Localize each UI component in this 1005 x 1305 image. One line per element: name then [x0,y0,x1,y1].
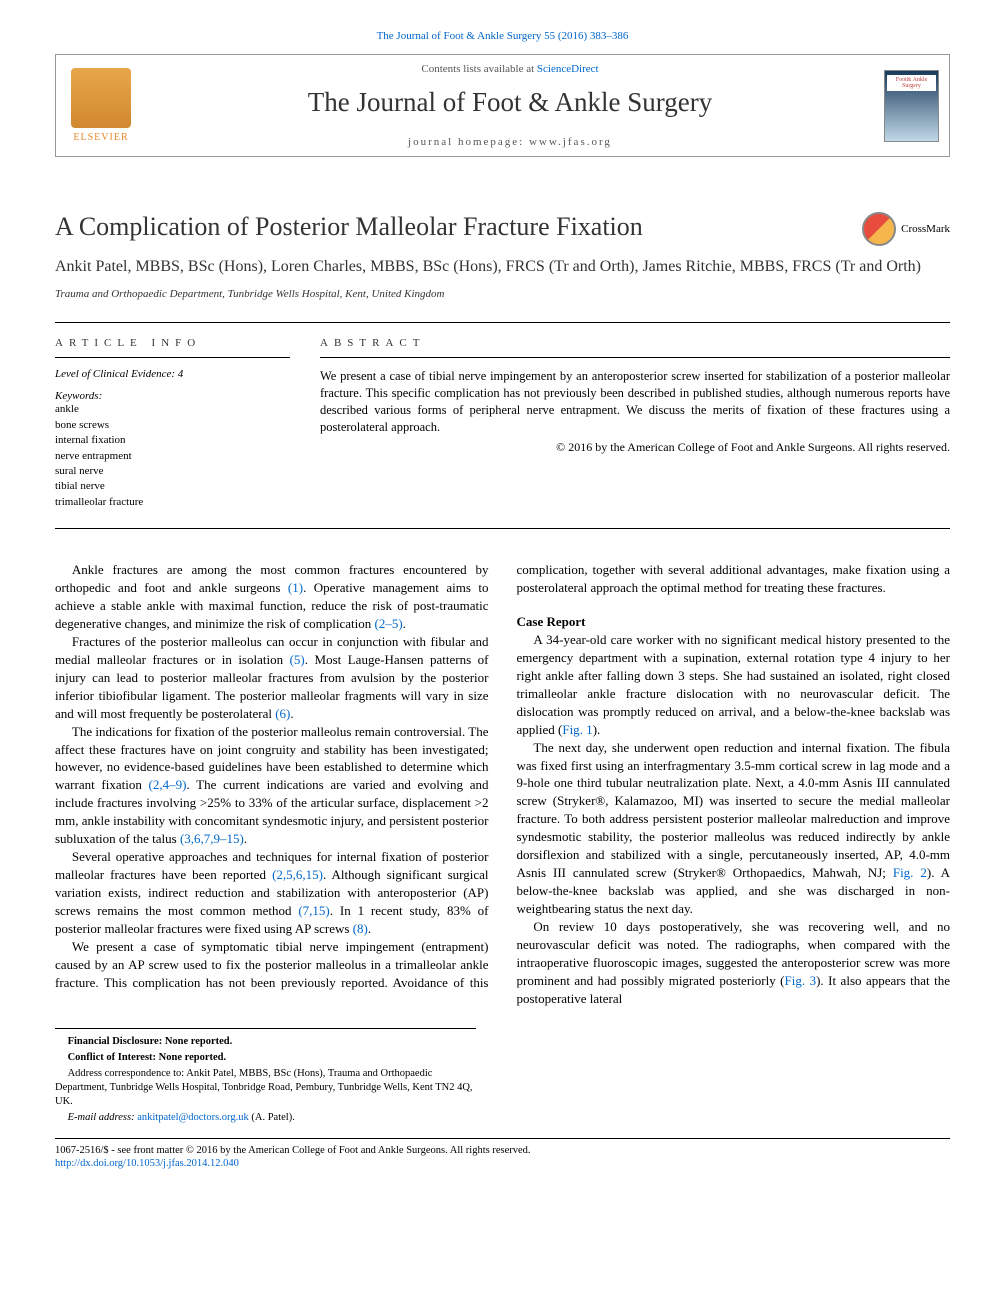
citation-header: The Journal of Foot & Ankle Surgery 55 (… [55,30,950,42]
crossmark-badge[interactable]: CrossMark [862,212,950,246]
body-paragraph: Ankle fractures are among the most commo… [55,561,489,633]
author-line: Ankit Patel, MBBS, BSc (Hons), Loren Cha… [55,256,950,278]
homepage-url[interactable]: www.jfas.org [529,136,612,148]
body-paragraph: Fractures of the posterior malleolus can… [55,633,489,723]
front-matter-line: 1067-2516/$ - see front matter © 2016 by… [55,1144,950,1158]
contents-available-line: Contents lists available at ScienceDirec… [156,63,864,75]
ref-link[interactable]: (7,15) [298,903,329,918]
abstract-column: ABSTRACT We present a case of tibial ner… [320,337,950,510]
author-email-link[interactable]: ankitpatel@doctors.org.uk [137,1112,249,1123]
ref-link[interactable]: (8) [353,921,368,936]
elsevier-label: ELSEVIER [73,132,128,143]
fig-link[interactable]: Fig. 3 [785,973,817,988]
abstract-copyright: © 2016 by the American College of Foot a… [320,440,950,455]
correspondence-address: Address correspondence to: Ankit Patel, … [55,1067,476,1110]
keyword: internal fixation [55,433,290,448]
journal-homepage-line: journal homepage: www.jfas.org [156,136,864,148]
copyright-footer: 1067-2516/$ - see front matter © 2016 by… [55,1138,950,1171]
fig-link[interactable]: Fig. 2 [893,865,927,880]
journal-header-box: ELSEVIER Contents lists available at Sci… [55,54,950,157]
ref-link[interactable]: (2,4–9) [149,777,187,792]
cover-image: Foot& Ankle Surgery [884,70,939,142]
journal-name: The Journal of Foot & Ankle Surgery [156,87,864,118]
ref-link[interactable]: (6) [275,706,290,721]
affiliation: Trauma and Orthopaedic Department, Tunbr… [55,288,950,300]
sciencedirect-link[interactable]: ScienceDirect [537,63,599,75]
crossmark-label: CrossMark [901,223,950,235]
ref-link[interactable]: (3,6,7,9–15) [180,831,244,846]
doi-link[interactable]: http://dx.doi.org/10.1053/j.jfas.2014.12… [55,1158,239,1169]
crossmark-icon [862,212,896,246]
article-body: Ankle fractures are among the most commo… [55,561,950,1008]
keywords-label: Keywords: [55,390,290,402]
keyword: bone screws [55,418,290,433]
case-report-heading: Case Report [517,613,951,631]
ref-link[interactable]: (2,5,6,15) [272,867,323,882]
body-paragraph: On review 10 days postoperatively, she w… [517,918,951,1008]
elsevier-logo[interactable]: ELSEVIER [56,55,146,156]
article-info-column: ARTICLE INFO Level of Clinical Evidence:… [55,337,290,510]
keyword: ankle [55,402,290,417]
conflict-of-interest: Conflict of Interest: None reported. [55,1051,476,1065]
ref-link[interactable]: (5) [290,652,305,667]
evidence-level: Level of Clinical Evidence: 4 [55,368,290,380]
financial-disclosure: Financial Disclosure: None reported. [55,1035,476,1049]
footnotes: Financial Disclosure: None reported. Con… [55,1028,476,1126]
keyword: sural nerve [55,464,290,479]
homepage-prefix: journal homepage: [408,136,529,148]
keyword: nerve entrapment [55,449,290,464]
email-line: E-mail address: ankitpatel@doctors.org.u… [55,1111,476,1125]
contents-prefix: Contents lists available at [421,63,536,75]
body-paragraph: Several operative approaches and techniq… [55,848,489,938]
ref-link[interactable]: (1) [288,580,303,595]
divider [55,322,950,323]
journal-cover-thumb[interactable]: Foot& Ankle Surgery [874,55,949,156]
keyword: tibial nerve [55,479,290,494]
elsevier-tree-icon [71,68,131,128]
body-paragraph: The next day, she underwent open reducti… [517,739,951,918]
article-title: A Complication of Posterior Malleolar Fr… [55,212,643,242]
keyword: trimalleolar fracture [55,495,290,510]
body-paragraph: The indications for fixation of the post… [55,723,489,849]
ref-link[interactable]: (2–5) [374,616,402,631]
abstract-text: We present a case of tibial nerve imping… [320,368,950,436]
abstract-heading: ABSTRACT [320,337,950,349]
fig-link[interactable]: Fig. 1 [562,722,592,737]
body-paragraph: A 34-year-old care worker with no signif… [517,631,951,739]
article-info-heading: ARTICLE INFO [55,337,290,349]
cover-title-label: Foot& Ankle Surgery [887,75,936,91]
